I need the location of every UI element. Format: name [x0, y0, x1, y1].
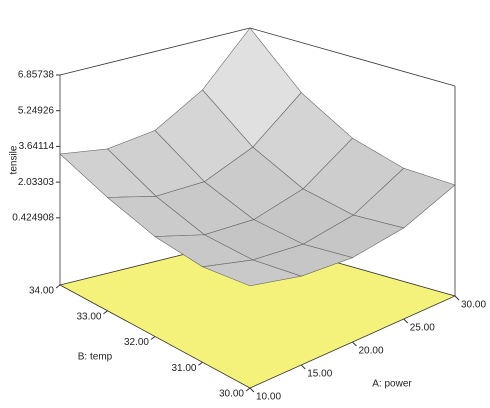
x-tick — [404, 319, 408, 323]
y-tick — [151, 337, 155, 340]
y-tick-label: 30.00 — [219, 389, 244, 400]
y-tick — [56, 285, 60, 288]
y-tick — [199, 362, 203, 365]
z-tick-label: 6.85738 — [18, 70, 55, 81]
y-tick-label: 33.00 — [76, 311, 101, 322]
x-tick-label: 10.00 — [256, 392, 281, 403]
x-tick-label: 30.00 — [461, 300, 486, 311]
y-tick-label: 34.00 — [29, 286, 54, 297]
y-tick-label: 31.00 — [171, 363, 196, 374]
z-tick-label: 2.03303 — [18, 177, 55, 188]
x-tick-label: 20.00 — [359, 346, 384, 357]
y-tick — [104, 311, 108, 314]
x-tick-label: 25.00 — [410, 323, 435, 334]
z-tick-label: 5.24926 — [18, 105, 55, 116]
z-tick-label: 0.424908 — [12, 212, 54, 223]
x-axis-label: A: power — [372, 379, 412, 390]
y-tick-label: 32.00 — [124, 337, 149, 348]
z-tick-label: 3.64114 — [19, 141, 55, 152]
x-tick — [301, 365, 305, 369]
x-tick — [455, 296, 459, 300]
chart: tensile B: temp A: power 0.4249082.03303… — [0, 0, 490, 408]
x-tick-label: 15.00 — [307, 369, 332, 380]
y-tick — [246, 388, 250, 391]
x-tick — [353, 342, 357, 346]
x-tick — [250, 388, 254, 392]
y-axis-label: B: temp — [78, 352, 113, 363]
